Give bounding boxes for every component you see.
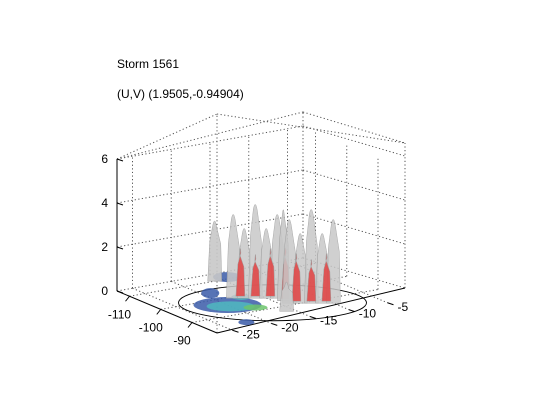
z-tick-mark <box>116 246 124 250</box>
main-cluster-core <box>235 248 246 297</box>
z-gridline <box>116 125 304 160</box>
z-gridline <box>116 169 304 204</box>
z-tick-mark <box>116 290 124 294</box>
z-tick-label: 2 <box>101 240 108 254</box>
chart-title: Storm 1561 <box>117 57 180 71</box>
ground-patch <box>238 319 255 326</box>
ground-patch <box>243 304 268 311</box>
east-cluster-core <box>321 253 332 302</box>
y-tick-mark <box>348 309 355 313</box>
ground-patch <box>206 301 255 312</box>
marks-layer <box>178 204 367 326</box>
y-tick-label: -10 <box>359 307 377 321</box>
z-tick-mark <box>116 158 124 162</box>
main-cluster-core <box>265 248 276 297</box>
x-tick-mark <box>125 295 130 302</box>
y-tick-mark <box>271 322 278 326</box>
y-tick-mark <box>387 302 394 306</box>
y-tick-label: -25 <box>243 327 261 341</box>
z-tick-mark <box>116 202 124 206</box>
x-axis-line <box>116 290 218 334</box>
z-tick-label: 0 <box>101 284 108 298</box>
y-tick-label: -5 <box>398 300 409 314</box>
main-cluster-core <box>250 254 261 297</box>
box-edge <box>116 113 218 160</box>
y-gridline <box>132 287 233 331</box>
box-edge <box>216 113 406 144</box>
y-tick-label: -20 <box>281 320 299 334</box>
y-tick-label: -15 <box>320 314 338 328</box>
chart-subtitle: (U,V) (1.9505,-0.94904) <box>117 87 244 101</box>
x-tick-label: -100 <box>139 320 163 334</box>
box-edge <box>302 111 406 144</box>
x-tick-mark <box>187 322 193 328</box>
z-gridline <box>302 125 406 157</box>
east-cluster-core <box>291 253 302 302</box>
east-pillar <box>279 281 294 312</box>
z-gridline <box>302 213 406 245</box>
z-tick-label: 6 <box>101 152 108 166</box>
z-gridline <box>302 169 406 201</box>
z-tick-label: 4 <box>101 196 108 210</box>
ticks-layer: 0 2 4 6 -110 -100 -90 -5 -10 -15 -20 -25 <box>101 152 408 348</box>
y-tick-mark <box>309 316 317 319</box>
x-tick-label: -110 <box>108 307 131 321</box>
y-axis-line <box>216 287 406 334</box>
ground-patch <box>201 288 220 299</box>
x-tick-label: -90 <box>173 334 191 348</box>
east-cluster-core <box>306 259 317 302</box>
west-tower <box>207 220 223 282</box>
grid-layer <box>116 111 406 334</box>
y-tick-mark <box>232 329 239 333</box>
x-tick-mark <box>156 309 162 315</box>
